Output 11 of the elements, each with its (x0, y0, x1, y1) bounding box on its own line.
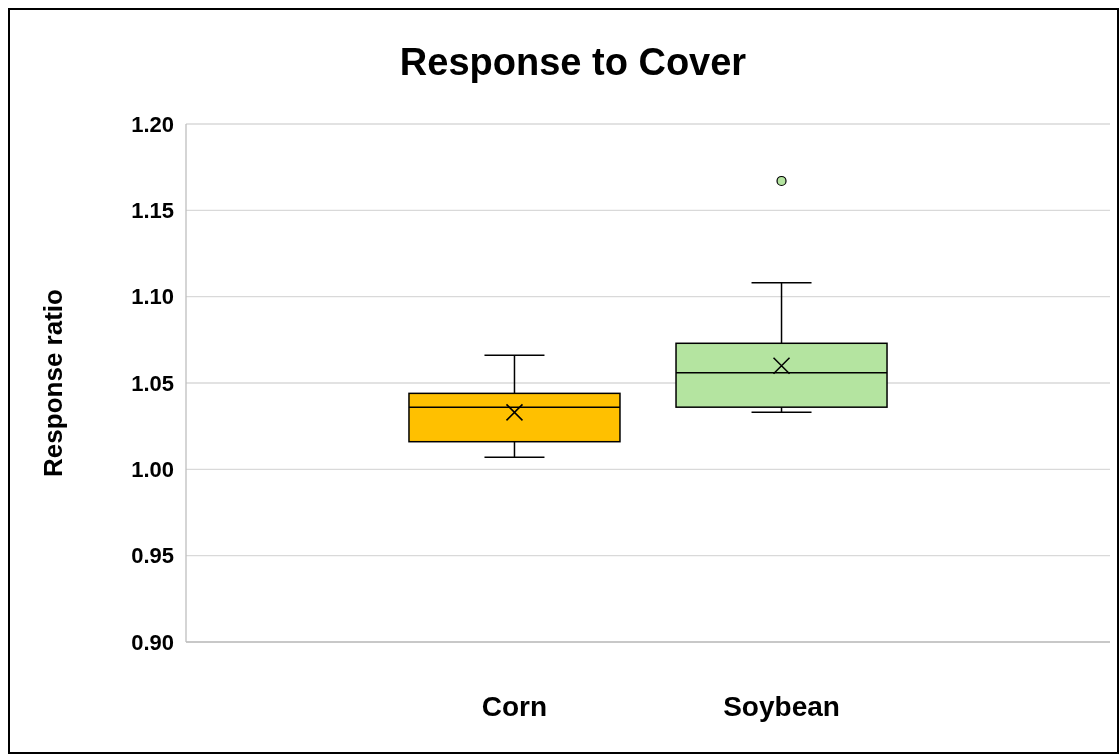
y-tick-label: 1.15 (131, 198, 174, 224)
y-tick-label: 1.20 (131, 111, 174, 137)
x-tick-label: Soybean (723, 691, 840, 722)
y-tick-label: 1.00 (131, 457, 174, 483)
y-axis-title: Response ratio (38, 289, 68, 477)
y-tick-label: 1.10 (131, 284, 174, 310)
y-tick-label: 0.95 (131, 543, 174, 569)
y-tick-label: 1.05 (131, 370, 174, 396)
chart-title: Response to Cover (399, 41, 747, 83)
x-tick-label: Corn (481, 691, 548, 722)
y-tick-label: 0.90 (131, 629, 174, 655)
